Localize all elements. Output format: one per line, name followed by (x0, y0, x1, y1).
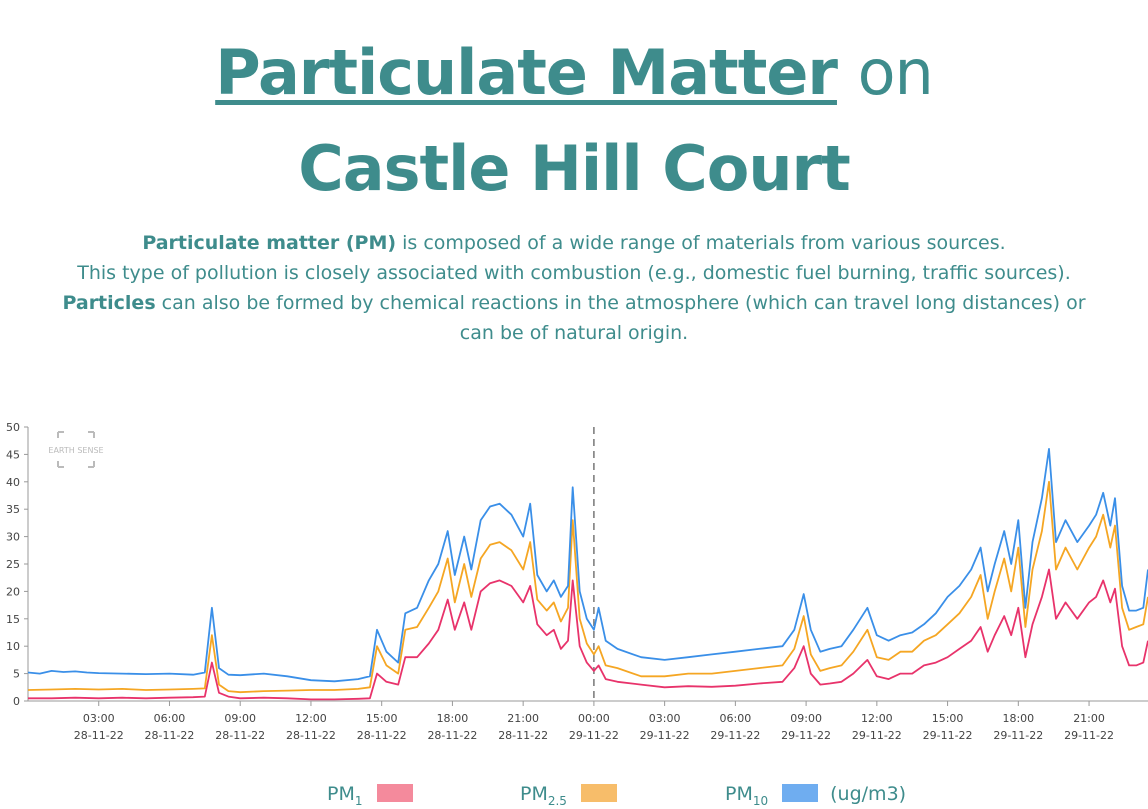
y-tick-label: 50 (6, 421, 20, 434)
page-title-line2: Castle Hill Court (298, 132, 850, 205)
legend-pm1-swatch (376, 784, 413, 802)
watermark-text: EARTH SENSE (48, 446, 103, 455)
earthsense-watermark: EARTH SENSE (48, 431, 104, 468)
x-tick-date: 29-11-22 (923, 729, 973, 742)
description-bold1: Particulate matter (PM) (142, 232, 397, 254)
y-tick-label: 30 (6, 531, 20, 544)
title-underlined: Particulate Matter (215, 36, 838, 109)
y-tick-label: 10 (6, 640, 20, 653)
x-tick-date: 29-11-22 (569, 729, 619, 742)
x-tick-date: 28-11-22 (145, 729, 195, 742)
x-tick-date: 28-11-22 (498, 729, 548, 742)
y-tick-label: 15 (6, 613, 20, 626)
pm-line-chart: 0 5 10 15 20 25 30 35 40 45 50 03:00 28-11-22 06:00 28… (6, 421, 1148, 742)
y-tick-label: 5 (13, 668, 20, 681)
y-tick-label: 35 (6, 503, 20, 516)
legend-pm10-swatch (782, 784, 819, 802)
x-tick-time: 03:00 (649, 712, 681, 725)
y-tick-label: 40 (6, 476, 20, 489)
legend-pm10-sub: 10 (752, 793, 769, 808)
series-line-pm10 (27, 448, 1148, 683)
x-tick-time: 18:00 (1002, 712, 1034, 725)
series-line-pm25 (27, 480, 1148, 694)
series-line-pm1 (28, 568, 1148, 701)
legend-pm10: PM10 (ug/m3) (725, 783, 906, 808)
title-connector: on (857, 36, 934, 109)
y-tick-label: 0 (13, 695, 20, 708)
description-line2: This type of pollution is closely associ… (77, 262, 1071, 284)
x-tick-date: 28-11-22 (215, 729, 265, 742)
x-tick-date: 28-11-22 (286, 729, 336, 742)
legend-pm1: PM1 (327, 783, 413, 808)
x-tick-time: 21:00 (1073, 712, 1105, 725)
x-tick-time: 00:00 (578, 712, 610, 725)
page-title-line1: Particulate Matter on (0, 36, 1148, 110)
description: Particulate matter (PM) is composed of a… (0, 228, 1148, 348)
description-line3: Particles can also be formed by chemical… (0, 288, 1148, 318)
chart-series (27, 448, 1148, 701)
legend-pm1-sub: 1 (354, 793, 363, 808)
x-tick-date: 29-11-22 (993, 729, 1043, 742)
legend-pm25: PM2.5 (520, 783, 617, 808)
x-tick-time: 21:00 (507, 712, 539, 725)
legend-pm10-label: PM (725, 783, 753, 805)
y-tick-label: 45 (6, 448, 20, 461)
x-tick-time: 06:00 (154, 712, 186, 725)
x-tick-date: 28-11-22 (427, 729, 477, 742)
x-tick-date: 29-11-22 (640, 729, 690, 742)
y-tick-label: 20 (6, 585, 20, 598)
x-tick-date: 28-11-22 (357, 729, 407, 742)
chart-axes: 0 5 10 15 20 25 30 35 40 45 50 03:00 28-11-22 06:00 28… (6, 421, 1148, 742)
legend-pm25-swatch (580, 784, 617, 802)
x-tick-time: 15:00 (366, 712, 398, 725)
legend-pm25-sub: 2.5 (547, 793, 567, 808)
x-tick-date: 28-11-22 (74, 729, 124, 742)
x-tick-time: 18:00 (437, 712, 469, 725)
x-tick-time: 12:00 (861, 712, 893, 725)
x-tick-time: 15:00 (932, 712, 964, 725)
x-tick-date: 29-11-22 (1064, 729, 1114, 742)
x-tick-time: 12:00 (295, 712, 327, 725)
legend-pm1-label: PM (327, 783, 355, 805)
legend-pm25-label: PM (520, 783, 548, 805)
x-tick-time: 03:00 (83, 712, 115, 725)
x-tick-date: 29-11-22 (852, 729, 902, 742)
x-tick-time: 06:00 (720, 712, 752, 725)
description-text3: can also be formed by chemical reactions… (155, 292, 1086, 314)
description-line4: can be of natural origin. (459, 322, 689, 344)
y-tick-label: 25 (6, 558, 20, 571)
x-tick-date: 29-11-22 (710, 729, 760, 742)
legend-unit: (ug/m3) (830, 783, 907, 805)
x-tick-time: 09:00 (790, 712, 822, 725)
x-tick-date: 29-11-22 (781, 729, 831, 742)
description-bold3: Particles (62, 292, 156, 314)
x-tick-time: 09:00 (224, 712, 256, 725)
description-line1: Particulate matter (PM) is composed of a… (0, 228, 1148, 258)
description-text1: is composed of a wide range of materials… (396, 232, 1006, 254)
